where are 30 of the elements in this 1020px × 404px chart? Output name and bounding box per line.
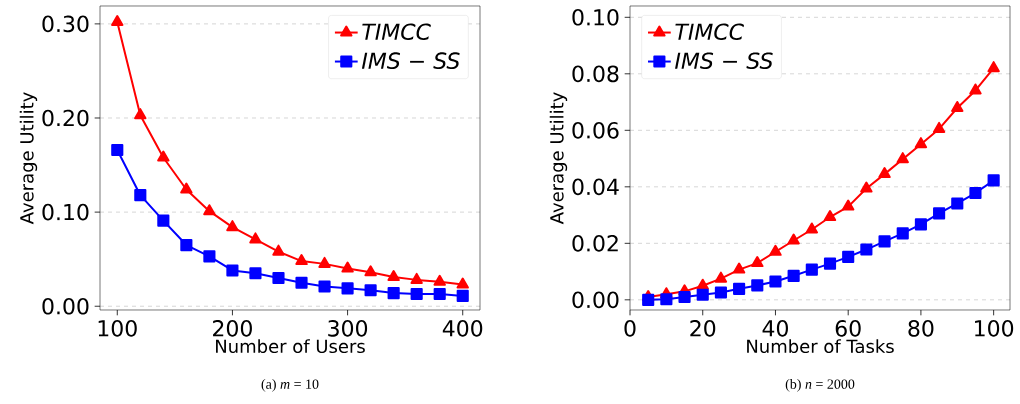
y-tick-label: 0.06 — [572, 121, 619, 139]
legend-label: IMS − SS — [361, 52, 460, 70]
x-tick-label: 400 — [442, 320, 483, 337]
y-tick-label: 0.10 — [42, 203, 89, 221]
y-tick-label: 0.00 — [42, 297, 89, 315]
x-tick-label: 0 — [624, 320, 636, 337]
legend-label: TIMCC — [675, 23, 744, 41]
y-tick-label: 0.10 — [572, 8, 619, 26]
x-tick-label: 100 — [98, 320, 137, 337]
x-tick-label: 40 — [762, 320, 788, 337]
legend-label: IMS − SS — [675, 52, 773, 70]
x-tick-label: 20 — [690, 320, 716, 337]
y-axis-title: Average Utility — [549, 92, 568, 225]
y-tick-label: 0.20 — [42, 109, 89, 127]
y-tick-label: 0.08 — [572, 65, 619, 83]
text: (b) n = 2000 — [785, 379, 855, 392]
y-tick-label: 0.02 — [572, 235, 618, 252]
x-tick-label: 200 — [213, 320, 252, 337]
y-tick-label: 0.30 — [42, 15, 89, 33]
x-tick-label: 60 — [835, 320, 861, 337]
x-axis-title: Number of Tasks — [747, 339, 894, 354]
x-axis-title: Number of Users — [216, 339, 365, 354]
y-tick-label: 0.04 — [572, 178, 619, 196]
x-tick-label: 300 — [328, 320, 368, 337]
x-tick-label: 80 — [908, 320, 934, 337]
text: (a) m = 10 — [261, 379, 319, 392]
y-axis-title: Average Utility — [19, 92, 38, 225]
x-tick-label: 100 — [975, 320, 1014, 337]
y-tick-label: 0.00 — [572, 291, 619, 309]
legend-label: TIMCC — [362, 23, 431, 41]
